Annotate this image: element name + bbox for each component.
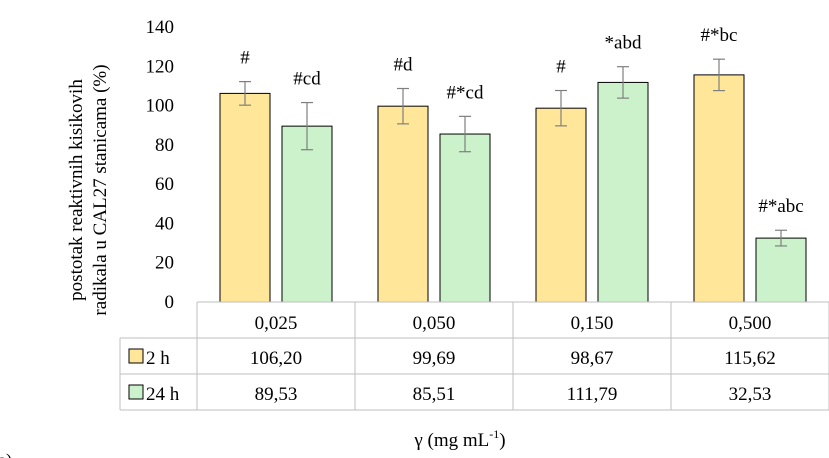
- data-value: 111,79: [567, 384, 618, 405]
- significance-label: #: [240, 48, 250, 69]
- significance-label: #*bc: [701, 25, 738, 46]
- data-value: 99,69: [413, 348, 456, 369]
- bar: [597, 81, 649, 303]
- bar: [535, 107, 587, 303]
- data-value: 106,20: [250, 348, 302, 369]
- y-tick-label: 140: [146, 17, 175, 38]
- y-axis-label-line2: radikala u CAL27 stanicama (%): [90, 64, 111, 315]
- y-tick-label: 20: [155, 253, 174, 274]
- significance-label: #*abc: [758, 196, 803, 217]
- legend-label: 2 h: [146, 348, 170, 369]
- x-axis-label-main: γ (mg mL: [413, 430, 489, 451]
- y-tick-label: 60: [155, 174, 174, 195]
- significance-label: #cd: [293, 69, 321, 90]
- data-table: 0,025 0,050 0,150 0,500 2 h 106,20 99,69 98,67 1…: [119, 301, 829, 411]
- x-axis-label-end: ): [499, 430, 505, 451]
- y-tick-label: 100: [146, 96, 175, 117]
- significance-label: #d: [394, 55, 414, 76]
- y-tick-label: 80: [155, 135, 174, 156]
- panel-label: a): [0, 450, 12, 458]
- significance-label: #: [556, 57, 566, 78]
- data-value: 85,51: [413, 384, 456, 405]
- data-value: 32,53: [729, 384, 772, 405]
- data-value: 98,67: [571, 348, 614, 369]
- y-tick-label: 40: [155, 213, 174, 234]
- legend-swatch: [128, 384, 144, 400]
- legend-label: 24 h: [146, 384, 180, 405]
- bar: [377, 105, 429, 303]
- x-axis-label-superscript: -1: [489, 427, 499, 441]
- y-axis-label-line1: postotak reaktivnih kisikovih: [66, 79, 87, 301]
- bar: [439, 133, 491, 303]
- category-label: 0,025: [255, 313, 298, 334]
- x-axis-label: γ (mg mL-1): [413, 427, 505, 451]
- category-label: 0,500: [729, 313, 772, 334]
- significance-label: *abd: [605, 33, 642, 54]
- legend-swatch: [128, 348, 144, 364]
- y-tick-label: 0: [165, 292, 175, 313]
- bar: [693, 74, 745, 303]
- category-label: 0,150: [571, 313, 614, 334]
- bar: [755, 237, 807, 303]
- bar: [281, 125, 333, 303]
- bar: [219, 92, 271, 303]
- significance-label: #*cd: [447, 82, 484, 103]
- data-value: 89,53: [255, 384, 298, 405]
- y-tick-label: 120: [146, 56, 175, 77]
- category-label: 0,050: [413, 313, 456, 334]
- y-axis-label: postotak reaktivnih kisikovih radikala u…: [66, 64, 111, 315]
- bars: # #d # #*bc #cd #*cd *abd #*abc: [219, 25, 807, 303]
- data-value: 115,62: [724, 348, 776, 369]
